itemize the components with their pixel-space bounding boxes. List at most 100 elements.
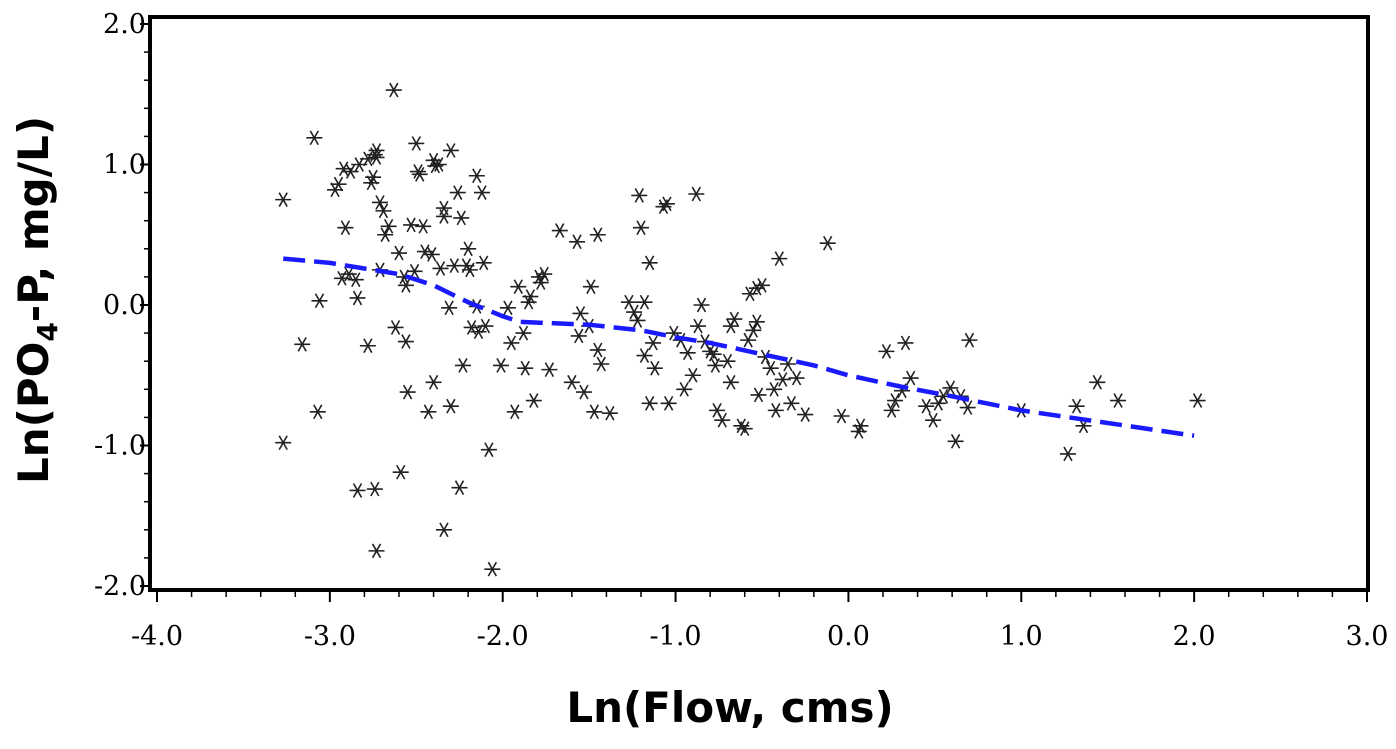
data-point [408,136,425,151]
data-point [399,384,416,400]
data-point [690,318,707,334]
x-tick-label: 2.0 [1173,621,1216,652]
data-point [411,166,428,182]
data-point [959,400,976,415]
data-point [852,418,869,434]
data-point [766,381,783,397]
data-point [748,314,765,330]
data-point [275,192,292,207]
data-point [633,220,649,236]
data-point [435,209,452,224]
data-point [620,294,637,310]
data-points [275,82,1206,577]
data-point [541,362,558,377]
trend-line-group [282,256,1195,438]
data-point [442,398,459,414]
data-point [375,203,392,219]
data-point [563,374,580,390]
data-point [819,235,836,251]
data-point [522,289,539,304]
data-point [499,300,516,316]
data-point [380,218,397,234]
data-point [788,370,805,386]
data-point [349,290,366,306]
data-point [432,261,449,276]
data-point [536,266,553,282]
data-point [441,300,458,316]
data-point [368,543,385,559]
data-point [311,293,328,309]
data-point [492,358,509,373]
data-point [532,275,549,290]
data-point [586,404,603,420]
data-point [423,247,440,262]
data-point [366,481,383,497]
data-point [676,381,693,397]
data-point [631,188,648,203]
data-point [660,395,677,411]
x-axis-title: Ln(Flow, cms) [566,683,893,732]
data-point [942,380,959,396]
data-point [377,227,394,243]
data-point [641,395,658,411]
y-axis-title-suffix: -P, mg/L) [9,116,58,322]
data-point [771,251,788,266]
data-point [767,403,784,418]
data-point [902,370,919,386]
data-point [371,195,388,210]
data-point [337,220,354,236]
data-point [726,311,743,327]
data-point [709,403,726,418]
y-axis-title: Ln(PO4-P, mg/L) [9,116,64,484]
data-point [658,196,675,212]
data-point [330,176,347,192]
data-point [774,372,791,387]
x-tick-label: 0.0 [827,621,870,652]
data-point [783,395,800,411]
data-point [385,82,402,98]
data-point [397,334,414,349]
data-point [435,522,452,538]
data-point [359,338,376,354]
data-point [626,304,643,320]
data-point [1110,393,1127,408]
data-point [461,262,478,278]
data-point [582,279,599,295]
x-tick-label: -3.0 [304,621,356,652]
data-point [961,332,978,348]
axis-ticks [140,23,1368,602]
x-tick-label: 3.0 [1346,621,1389,652]
data-point [745,322,762,338]
data-point [646,360,663,376]
data-point [833,408,850,424]
data-point [403,217,420,233]
data-point [897,335,914,351]
data-point [750,387,767,403]
x-tick-label: -4.0 [131,621,183,652]
data-point [460,241,477,257]
data-point [601,405,618,421]
data-point [754,277,770,293]
data-point [589,342,606,358]
data-point [636,294,653,310]
y-tick-label: -1.0 [94,431,146,462]
data-point [688,186,705,202]
data-point [453,210,470,226]
data-point [636,348,653,363]
data-point [714,412,731,428]
data-point [762,360,779,376]
data-point [740,332,757,348]
data-point [365,169,382,185]
data-point [442,143,459,158]
data-point [349,483,366,498]
data-point [629,313,646,328]
y-tick-label: 2.0 [103,9,146,40]
data-point [435,200,452,216]
data-point [387,320,404,335]
x-tick-label: -1.0 [650,621,702,652]
data-point [679,345,696,361]
data-point [430,157,447,172]
y-tick-label: 0.0 [103,290,146,321]
data-point [693,297,710,313]
y-axis-title-subscript: 4 [31,322,64,341]
